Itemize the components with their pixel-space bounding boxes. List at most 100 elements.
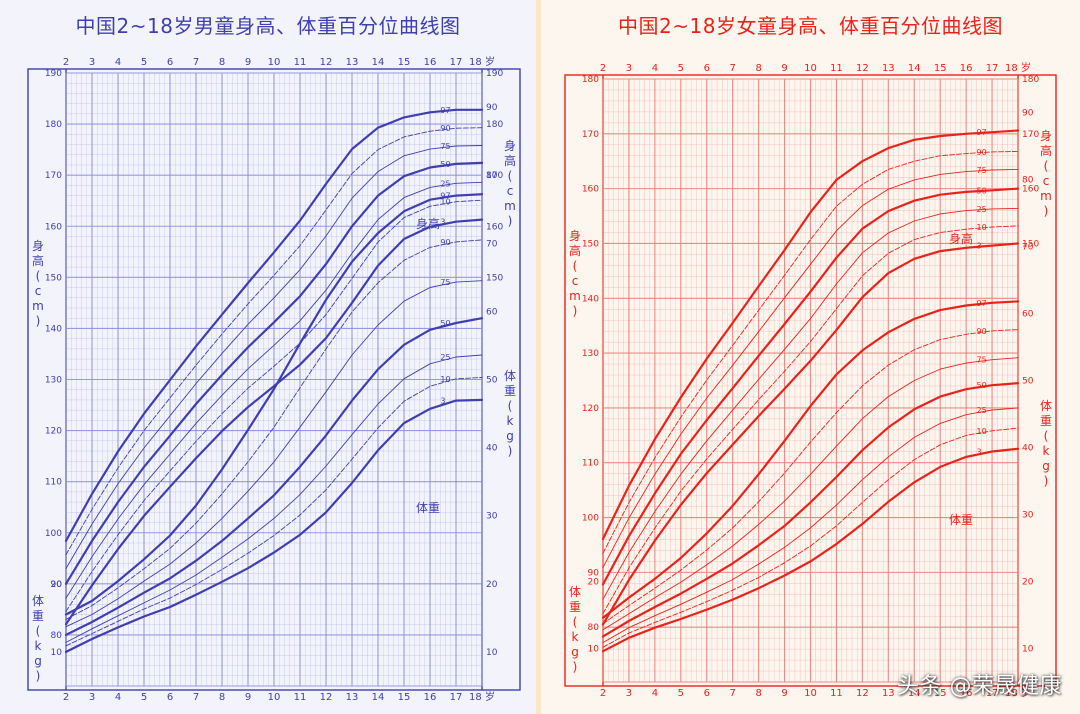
top-age-tick-label: 17 <box>986 63 999 74</box>
right-weight-axis-title: 体 <box>504 369 516 383</box>
bottom-age-tick-label: 15 <box>398 692 411 703</box>
left-height-tick-label: 110 <box>582 459 599 469</box>
bottom-age-tick-label: 8 <box>755 688 761 699</box>
left-height-tick-label: 90 <box>51 580 63 590</box>
right-height-axis-title: ( <box>1044 159 1049 173</box>
bottom-age-tick-label: 2 <box>63 692 69 703</box>
left-height-tick-label: 130 <box>45 376 62 386</box>
top-age-tick-label: 10 <box>268 57 281 68</box>
weight-percentile-p97-label: 97 <box>977 299 987 308</box>
bottom-age-tick-label: 4 <box>115 692 121 703</box>
bottom-age-tick-label: 11 <box>294 692 307 703</box>
right-weight-axis-title: ( <box>508 399 513 413</box>
left-weight-axis-title: 重 <box>32 609 44 623</box>
left-height-tick-label: 150 <box>582 239 599 249</box>
right-height-tick-label: 150 <box>1022 239 1039 249</box>
girls-growth-chart: 2 2 3 3 4 4 5 5 6 6 7 7 8 8 9 9 10 10 11 11 12 12 13 13 14 14 15 15… <box>564 61 1057 699</box>
left-weight-tick-label: 10 <box>588 645 600 655</box>
bottom-age-tick-label: 14 <box>908 688 921 699</box>
top-age-tick-label: 12 <box>856 63 869 74</box>
right-height-axis-title: m <box>1040 189 1052 203</box>
right-height-tick-label: 160 <box>486 222 503 232</box>
weight-percentile-p10-label: 10 <box>977 427 987 436</box>
bottom-age-tick-label: 7 <box>193 692 199 703</box>
left-height-axis-title: m <box>32 299 44 313</box>
left-weight-axis-title: ) <box>573 660 578 674</box>
top-age-tick-label: 14 <box>372 57 385 68</box>
panel-divider <box>536 0 541 714</box>
height-percentile-p50-line <box>64 161 484 585</box>
left-height-tick-label: 170 <box>45 171 62 181</box>
weight-percentile-p75-line <box>602 357 1019 631</box>
bottom-age-tick-label: 5 <box>678 688 684 699</box>
top-age-tick-label: 17 <box>450 57 463 68</box>
left-height-axis-title: c <box>35 284 42 298</box>
right-weight-tick-label: 20 <box>486 580 498 590</box>
weight-percentile-p25-label: 25 <box>977 406 987 415</box>
left-weight-tick-label: 10 <box>51 648 63 658</box>
bottom-age-tick-label: 4 <box>652 688 658 699</box>
bottom-age-tick-label: 8 <box>219 692 225 703</box>
right-weight-tick-label: 30 <box>486 512 498 522</box>
right-weight-tick-label: 90 <box>1022 109 1034 119</box>
right-height-axis-title: 高 <box>504 153 516 168</box>
top-age-tick-label: 4 <box>115 57 121 68</box>
right-weight-tick-label: 40 <box>486 444 498 454</box>
top-age-tick-label: 6 <box>167 57 173 68</box>
left-height-tick-label: 160 <box>45 222 62 232</box>
left-weight-tick-label: 20 <box>588 578 600 588</box>
right-height-axis-title: c <box>1043 174 1050 188</box>
bottom-age-tick-label: 2 <box>600 688 606 699</box>
bottom-age-tick-label: 11 <box>830 688 843 699</box>
left-weight-axis-title: ) <box>36 669 41 683</box>
top-age-tick-label: 16 <box>424 57 437 68</box>
left-height-tick-label: 140 <box>582 294 599 304</box>
left-height-axis-title: ( <box>36 269 41 283</box>
right-height-axis-title: 高 <box>1040 143 1052 158</box>
weight-percentile-p50-line <box>601 382 1020 638</box>
bottom-age-tick-label: 18 岁 <box>1005 686 1031 699</box>
bottom-age-tick-label: 10 <box>268 692 281 703</box>
top-age-tick-label: 2 <box>600 63 606 74</box>
height-curve-label: 身高 <box>949 231 973 246</box>
top-age-tick-label: 18 岁 <box>469 55 495 68</box>
top-age-tick-label: 10 <box>804 63 817 74</box>
left-height-tick-label: 180 <box>582 75 599 85</box>
bottom-age-tick-label: 12 <box>320 692 333 703</box>
right-height-tick-label: 150 <box>486 273 503 283</box>
right-weight-tick-label: 50 <box>1022 377 1034 387</box>
height-percentile-p25-label: 25 <box>977 205 987 214</box>
bottom-age-tick-label: 18 岁 <box>469 690 495 703</box>
right-weight-axis-title: ( <box>1044 429 1049 443</box>
left-height-tick-label: 100 <box>45 529 62 539</box>
top-age-tick-label: 12 <box>320 57 333 68</box>
right-height-tick-label: 180 <box>1022 75 1039 85</box>
left-weight-axis-title: 重 <box>569 600 581 614</box>
top-age-tick-label: 7 <box>730 63 736 74</box>
top-age-tick-label: 14 <box>908 63 921 74</box>
bottom-age-tick-label: 13 <box>346 692 359 703</box>
right-weight-axis-title: 重 <box>504 384 516 398</box>
height-percentile-p90-line <box>65 127 483 556</box>
left-weight-axis-title: 体 <box>569 585 581 599</box>
watermark-text: 头条 @荣晟健康 <box>897 674 1062 699</box>
right-height-axis-title: m <box>504 199 516 213</box>
weight-percentile-p90-label: 90 <box>977 327 987 336</box>
bottom-age-tick-label: 15 <box>934 688 947 699</box>
right-weight-axis-title: k <box>1043 444 1050 458</box>
weight-percentile-p25-line <box>65 354 483 643</box>
weight-curve-label: 体重 <box>949 513 973 527</box>
height-percentile-p25-line <box>65 181 483 599</box>
left-height-tick-label: 140 <box>45 324 62 334</box>
weight-percentile-p10-line <box>65 377 483 647</box>
left-height-axis-title: 身 <box>32 238 44 253</box>
weight-percentile-p50-label: 50 <box>977 381 987 390</box>
top-age-tick-label: 4 <box>652 63 658 74</box>
left-height-axis-title: 高 <box>32 253 44 268</box>
top-age-tick-label: 18 岁 <box>1005 61 1031 74</box>
top-age-tick-label: 7 <box>193 57 199 68</box>
left-height-tick-label: 150 <box>45 273 62 283</box>
bottom-age-tick-label: 9 <box>781 688 787 699</box>
right-weight-axis-title: k <box>507 414 514 428</box>
left-weight-axis-title: ( <box>36 624 41 638</box>
